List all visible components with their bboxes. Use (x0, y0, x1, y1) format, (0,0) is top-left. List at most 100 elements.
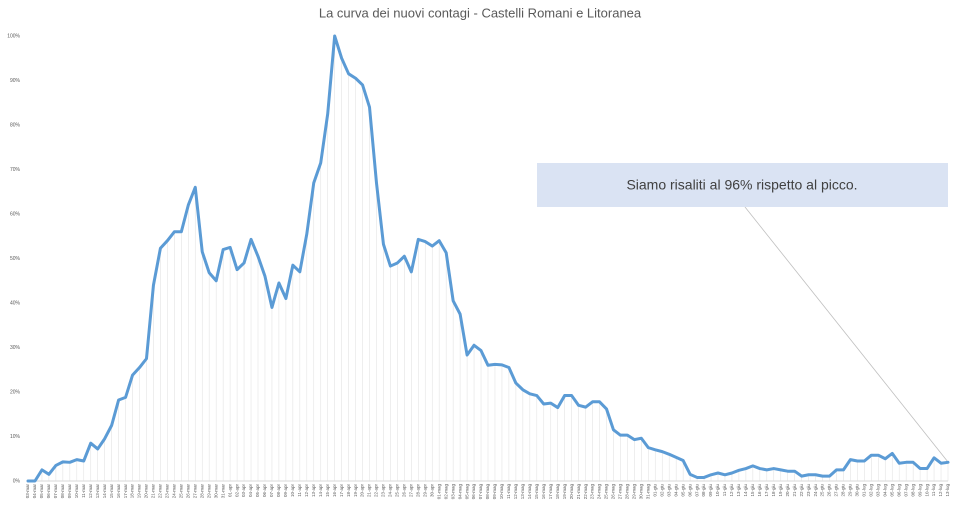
x-tick-label: 20-apr (360, 484, 365, 498)
x-tick-label: 17-apr (339, 484, 344, 498)
x-tick-label: 04-mag (457, 484, 462, 500)
x-tick-label: 26-mar (185, 484, 190, 499)
x-tick-label: 24-mag (597, 484, 602, 500)
grid (41, 36, 949, 481)
x-tick-label: 28-mar (199, 484, 204, 499)
x-tick-label: 15-mag (534, 484, 539, 500)
x-tick-label: 12-lug (938, 484, 943, 497)
x-tick-label: 20-mar (144, 484, 149, 499)
y-tick-label: 30% (10, 345, 21, 351)
x-tick-label: 10-apr (290, 484, 295, 498)
x-tick-label: 25-mar (179, 484, 184, 499)
x-tick-label: 10-giu (715, 484, 720, 497)
x-tick-label: 16-giu (757, 484, 762, 497)
x-tick-label: 06-giu (687, 484, 692, 497)
x-tick-label: 29-mar (206, 484, 211, 499)
x-tick-label: 15-apr (325, 484, 330, 498)
x-tick-label: 31-mag (645, 484, 650, 500)
x-tick-label: 09-lug (917, 484, 922, 497)
x-tick-label: 08-mar (60, 484, 65, 499)
x-tick-label: 05-giu (680, 484, 685, 497)
x-tick-label: 27-mar (192, 484, 197, 499)
x-tick-label: 30-giu (855, 484, 860, 497)
x-tick-label: 21-giu (792, 484, 797, 497)
x-tick-label: 23-giu (806, 484, 811, 497)
x-tick-label: 14-giu (743, 484, 748, 497)
x-tick-label: 03-giu (666, 484, 671, 497)
x-tick-label: 12-apr (304, 484, 309, 498)
annotation-leader (744, 206, 949, 463)
x-tick-label: 11-giu (722, 484, 727, 497)
x-tick-label: 27-mag (618, 484, 623, 500)
y-tick-label: 40% (10, 300, 21, 306)
x-tick-label: 13-mar (95, 484, 100, 499)
x-tick-label: 13-giu (736, 484, 741, 497)
x-tick-label: 30-mag (639, 484, 644, 500)
x-tick-label: 15-mar (109, 484, 114, 499)
x-tick-label: 30-apr (429, 484, 434, 498)
x-tick-label: 24-mar (172, 484, 177, 499)
x-tick-label: 09-apr (283, 484, 288, 498)
x-tick-label: 30-mar (213, 484, 218, 499)
x-tick-label: 31-mar (220, 484, 225, 499)
x-tick-label: 22-apr (374, 484, 379, 498)
x-tick-label: 12-mag (513, 484, 518, 500)
x-tick-label: 05-lug (889, 484, 894, 497)
y-tick-label: 90% (10, 78, 21, 84)
x-tick-label: 06-lug (896, 484, 901, 497)
x-tick-label: 28-apr (415, 484, 420, 498)
x-tick-label: 29-giu (848, 484, 853, 497)
x-tick-label: 01-lug (862, 484, 867, 497)
y-tick-label: 70% (10, 167, 21, 173)
x-tick-label: 03-mag (450, 484, 455, 500)
x-tick-label: 16-apr (332, 484, 337, 498)
x-tick-label: 08-apr (276, 484, 281, 498)
x-tick-label: 12-giu (729, 484, 734, 497)
x-tick-label: 13-apr (311, 484, 316, 498)
x-tick-label: 18-mag (555, 484, 560, 500)
x-tick-label: 19-giu (778, 484, 783, 497)
x-tick-label: 08-giu (701, 484, 706, 497)
x-tick-label: 28-mag (625, 484, 630, 500)
y-tick-label: 80% (10, 122, 21, 128)
y-tick-label: 0% (13, 478, 21, 484)
x-tick-label: 08-lug (910, 484, 915, 497)
x-tick-label: 06-apr (262, 484, 267, 498)
x-tick-label: 10-mar (74, 484, 79, 499)
x-tick-label: 13-mag (520, 484, 525, 500)
x-tick-label: 20-giu (785, 484, 790, 497)
y-tick-label: 100% (7, 33, 20, 39)
x-tick-label: 18-mar (130, 484, 135, 499)
x-tick-label: 18-giu (771, 484, 776, 497)
x-tick-label: 07-mag (478, 484, 483, 500)
x-tick-label: 19-mag (562, 484, 567, 500)
x-tick-label: 09-giu (708, 484, 713, 497)
y-tick-label: 50% (10, 256, 21, 262)
chart-title: La curva dei nuovi contagi - Castelli Ro… (319, 5, 642, 20)
x-tick-label: 24-apr (388, 484, 393, 498)
x-tick-label: 02-apr (234, 484, 239, 498)
x-tick-label: 21-mar (151, 484, 156, 499)
x-tick-label: 09-mag (492, 484, 497, 500)
x-tick-label: 01-mag (436, 484, 441, 500)
x-tick-label: 05-mar (39, 484, 44, 499)
x-tick-label: 01-apr (227, 484, 232, 498)
x-tick-label: 13-lug (945, 484, 950, 497)
x-tick-label: 29-mag (632, 484, 637, 500)
x-tick-label: 02-lug (869, 484, 874, 497)
x-tick-label: 27-giu (834, 484, 839, 497)
x-tick-label: 29-apr (422, 484, 427, 498)
x-tick-label: 19-mar (137, 484, 142, 499)
x-tick-label: 21-apr (367, 484, 372, 498)
x-tick-label: 19-apr (353, 484, 358, 498)
x-tick-label: 10-lug (924, 484, 929, 497)
x-tick-label: 25-apr (395, 484, 400, 498)
x-tick-label: 24-giu (813, 484, 818, 497)
annotation-box (537, 163, 948, 207)
y-tick-label: 10% (10, 434, 21, 440)
x-tick-label: 07-apr (269, 484, 274, 498)
x-tick-label: 11-mag (506, 484, 511, 499)
x-tick-label: 27-apr (409, 484, 414, 498)
